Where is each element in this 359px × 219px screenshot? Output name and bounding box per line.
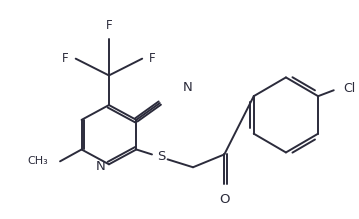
Text: S: S xyxy=(158,150,166,163)
Text: F: F xyxy=(62,52,69,65)
Text: F: F xyxy=(149,52,156,65)
Text: N: N xyxy=(95,160,105,173)
Text: O: O xyxy=(219,193,229,206)
Text: Cl: Cl xyxy=(344,82,356,95)
Text: N: N xyxy=(182,81,192,94)
Text: CH₃: CH₃ xyxy=(28,156,48,166)
Text: F: F xyxy=(106,19,112,32)
